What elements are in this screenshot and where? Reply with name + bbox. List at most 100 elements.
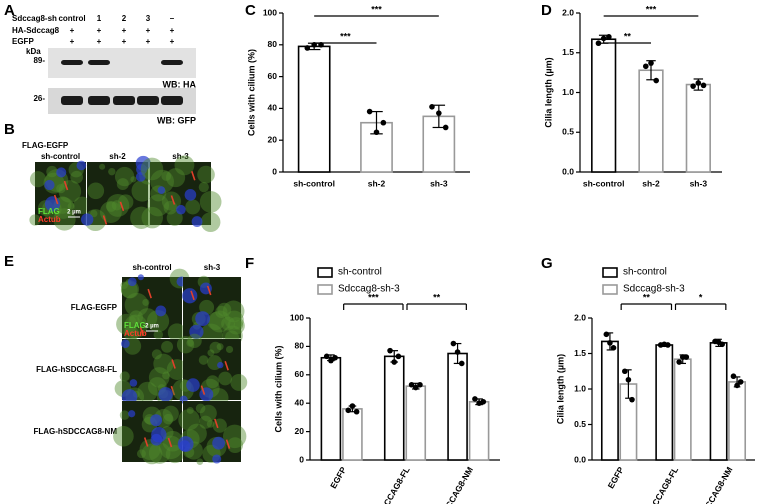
data-point bbox=[653, 77, 660, 84]
blot-cell: + bbox=[122, 26, 127, 35]
micrograph-signal bbox=[130, 176, 137, 183]
data-point bbox=[734, 382, 740, 389]
y-tick-label: 80 bbox=[268, 39, 278, 49]
scale-bar-label: 2 µm bbox=[145, 324, 159, 330]
micrograph-signal bbox=[70, 170, 84, 184]
stain-label: Actub bbox=[124, 329, 147, 338]
micrograph-signal bbox=[140, 157, 164, 181]
micrograph-signal bbox=[162, 371, 170, 380]
micrograph-nucleus bbox=[44, 179, 55, 191]
micrograph-nucleus bbox=[157, 186, 166, 194]
micrograph-signal bbox=[167, 323, 187, 342]
data-point bbox=[328, 357, 334, 364]
micrograph-signal bbox=[199, 404, 217, 422]
data-point bbox=[700, 82, 707, 89]
micrograph-signal bbox=[166, 359, 188, 380]
micrograph-nucleus bbox=[158, 387, 173, 402]
significance-label: *** bbox=[646, 4, 657, 14]
bar bbox=[600, 340, 619, 461]
micrograph-signal bbox=[116, 313, 137, 335]
legend-label: sh-control bbox=[623, 267, 667, 278]
blot-cell: + bbox=[70, 37, 75, 46]
micrograph-signal bbox=[137, 381, 158, 402]
y-tick-label: 60 bbox=[295, 369, 305, 379]
column-label: sh-2 bbox=[109, 152, 126, 161]
micrograph-signal bbox=[116, 178, 129, 191]
blot-label: WB: GFP bbox=[157, 115, 196, 125]
data-point bbox=[304, 45, 311, 51]
data-point bbox=[606, 34, 612, 40]
micrograph-signal bbox=[108, 167, 116, 176]
panel-label: B bbox=[4, 121, 15, 138]
micrograph-nucleus bbox=[199, 387, 214, 402]
data-point bbox=[676, 359, 682, 365]
column-label: sh-control bbox=[41, 152, 80, 161]
micrograph-signal bbox=[150, 169, 174, 194]
blot-cell: + bbox=[70, 26, 75, 35]
micrograph-signal bbox=[221, 316, 236, 331]
legend-label: Sdccag8-sh-3 bbox=[338, 284, 400, 295]
micrograph-signal bbox=[29, 214, 41, 226]
micrograph-cilium bbox=[53, 194, 59, 205]
micrograph-signal bbox=[222, 424, 247, 449]
legend-label: sh-control bbox=[338, 267, 382, 278]
blot-row-label: EGFP bbox=[12, 37, 34, 46]
panel-label: A bbox=[4, 2, 15, 19]
x-tick-label: sh-control bbox=[583, 178, 625, 188]
micrograph-signal bbox=[153, 353, 174, 374]
stain-label: FLAG bbox=[124, 321, 146, 330]
micrograph-signal bbox=[186, 406, 194, 414]
data-point bbox=[610, 345, 617, 351]
micrograph bbox=[122, 277, 182, 338]
data-point bbox=[625, 376, 632, 383]
micrograph-signal bbox=[56, 183, 66, 194]
micrograph-nucleus bbox=[182, 288, 198, 304]
blot-cell: + bbox=[122, 37, 127, 46]
micrograph-signal bbox=[113, 425, 134, 447]
blot-row-label: Sdccag8-sh bbox=[12, 14, 57, 23]
y-tick-label: 1.5 bbox=[574, 348, 586, 358]
micrograph-cilium bbox=[170, 195, 176, 205]
micrograph-nucleus bbox=[186, 378, 200, 392]
micrograph-signal bbox=[99, 163, 106, 170]
data-point bbox=[408, 381, 415, 388]
micrograph-signal bbox=[151, 349, 162, 360]
panel-label: E bbox=[4, 253, 14, 270]
blot-cell: 1 bbox=[97, 14, 102, 23]
x-tick-label: EGFP bbox=[328, 465, 348, 490]
micrograph-signal bbox=[29, 171, 47, 188]
panel-label: D bbox=[541, 2, 552, 19]
micrograph-cilium bbox=[224, 361, 229, 371]
y-tick-label: 0.5 bbox=[562, 127, 574, 137]
data-point bbox=[323, 353, 330, 360]
micrograph-signal bbox=[198, 181, 209, 193]
micrograph-signal bbox=[185, 199, 201, 215]
y-tick-label: 0.5 bbox=[574, 419, 586, 429]
data-point bbox=[622, 368, 628, 375]
micrograph-signal bbox=[218, 371, 233, 386]
micrograph-cilium bbox=[102, 215, 108, 225]
scale-bar-label: 2 µm bbox=[67, 210, 81, 216]
micrograph-nucleus bbox=[150, 433, 163, 446]
column-label: sh-control bbox=[132, 263, 171, 272]
data-point bbox=[387, 347, 393, 354]
micrograph-signal bbox=[123, 325, 139, 342]
x-tick-label: hSDCCAG8-NM bbox=[435, 465, 475, 504]
bar bbox=[342, 408, 363, 461]
blot-band bbox=[88, 60, 110, 65]
micrograph-signal bbox=[119, 410, 130, 420]
significance-label: *** bbox=[340, 31, 351, 41]
stain-label: FLAG bbox=[38, 207, 60, 216]
data-point bbox=[395, 353, 402, 360]
significance-label: * bbox=[699, 292, 703, 302]
micrograph-cilium bbox=[190, 290, 195, 301]
data-point bbox=[737, 379, 744, 385]
micrograph-signal bbox=[53, 208, 76, 231]
micrograph-cilium bbox=[147, 288, 152, 299]
micrograph-signal bbox=[174, 155, 195, 176]
y-tick-label: 100 bbox=[290, 312, 304, 322]
micrograph-signal bbox=[159, 435, 183, 460]
panel-label: C bbox=[245, 2, 256, 19]
micrograph-cilium bbox=[191, 170, 196, 181]
blot-cell: + bbox=[170, 37, 175, 46]
